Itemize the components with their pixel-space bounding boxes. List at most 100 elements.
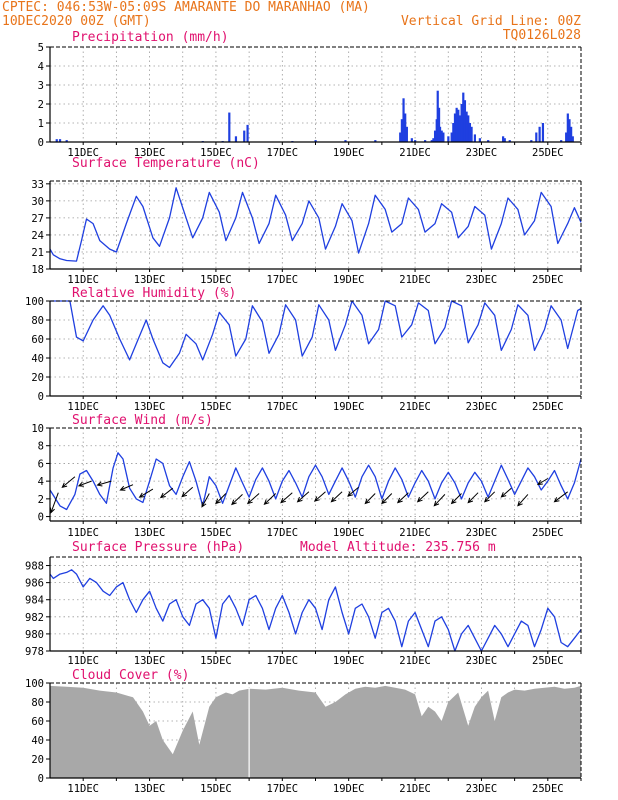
panel-title: Precipitation (mm/h) [72,30,229,45]
panel-pressure: 978 980 982 984 986 988 11DEC 13DEC 15DEC 17DEC 19… [25,540,582,667]
x-tick-label: 25DEC [532,147,564,159]
x-tick-label: 21DEC [399,527,431,539]
wind-arrow [119,484,134,491]
x-tick-label: 23DEC [466,401,498,413]
rh-series-line [50,300,582,369]
y-tick-label: 982 [25,612,44,624]
precip-bar [438,126,442,142]
panel-wind: 0 2 4 6 8 10 11DEC 13DEC 15DEC 17DEC 19DEC 21DEC 23D… [31,413,582,539]
wind-arrow [215,493,227,505]
x-tick-label: 25DEC [532,527,564,539]
x-tick-label: 11DEC [67,401,99,413]
y-tick-label: 21 [31,247,44,259]
y-tick-label: 0 [38,512,44,524]
panel-cloud: 0 20 40 60 80 100 11DEC 13DEC 15DEC 17DEC 19DEC 21D… [25,668,582,795]
x-tick-label: 21DEC [399,147,431,159]
precip-bar [487,140,490,142]
precip-bar [243,130,246,142]
x-tick-label: 19DEC [333,147,365,159]
model-altitude-label: Model Altitude: 235.756 m [300,540,496,555]
x-tick-label: 13DEC [134,527,166,539]
x-tick-label: 23DEC [466,527,498,539]
wind-arrow [553,491,568,503]
x-tick-label: 19DEC [333,527,365,539]
precip-bar [502,136,505,142]
precip-bar [458,115,462,142]
x-tick-label: 19DEC [333,274,365,286]
precip-bar [470,126,473,142]
x-tick-label: 13DEC [134,147,166,159]
wind-series-line [49,452,582,511]
precip-bar [58,139,62,142]
precip-bar [460,104,463,142]
wind-arrow [483,491,496,503]
precip-bar [424,140,427,142]
y-tick-label: 986 [25,578,44,590]
y-tick-label: 18 [31,264,44,276]
x-tick-label: 23DEC [466,274,498,286]
wind-arrow [96,480,112,487]
y-tick-label: 60 [31,334,44,346]
wind-arrow [330,491,343,503]
precip-bar [560,140,563,142]
x-tick-label: 19DEC [333,783,365,795]
precip-bar [344,140,347,142]
x-tick-label: 11DEC [67,783,99,795]
x-tick-label: 17DEC [267,274,299,286]
panel-title: Cloud Cover (%) [72,668,189,683]
wind-arrow [263,493,277,505]
cloud-cover-area [50,685,581,778]
wind-arrow [381,493,393,505]
x-tick-label: 19DEC [333,401,365,413]
precip-bar [455,107,458,142]
precip-bar [530,140,533,142]
wind-arrow [280,492,293,504]
x-tick-label: 23DEC [466,783,498,795]
y-tick-label: 80 [31,697,44,709]
x-tick-label: 13DEC [134,401,166,413]
wind-arrow [61,476,76,489]
wind-arrow [396,492,409,504]
y-tick-label: 1 [38,118,44,130]
x-tick-label: 25DEC [532,274,564,286]
wind-arrow [500,487,512,498]
precip-bar [450,132,453,142]
precip-bar [410,138,413,142]
y-tick-label: 6 [38,458,44,470]
x-tick-label: 11DEC [67,655,99,667]
y-tick-label: 2 [38,99,44,111]
y-tick-label: 978 [25,646,44,658]
x-tick-label: 17DEC [267,783,299,795]
precip-bar [436,90,439,142]
precip-bar [541,123,545,142]
precip-bar [400,119,403,142]
x-tick-label: 17DEC [267,655,299,667]
x-tick-label: 15DEC [200,783,232,795]
precip-bar [468,123,472,142]
y-tick-label: 984 [25,595,44,607]
panel-rh: 0 20 40 60 80 100 11DEC 13DEC 15DEC 17DEC 19DEC 21D… [25,286,582,413]
y-tick-label: 4 [38,476,44,488]
y-tick-label: 27 [31,213,44,225]
precip-bar [374,140,377,142]
precip-bar [234,136,238,142]
temp-series-line [49,187,582,262]
y-tick-label: 40 [31,353,44,365]
y-tick-label: 4 [38,61,44,73]
y-tick-label: 20 [31,372,44,384]
header-grid-note: Vertical Grid Line: 00Z [401,14,581,29]
wind-arrow [536,478,549,486]
wind-arrow [138,488,154,498]
precip-bar [447,136,450,142]
precip-bar [65,140,68,142]
wind-arrow [416,491,429,503]
x-tick-label: 17DEC [267,527,299,539]
precip-bar [314,140,317,142]
x-tick-label: 21DEC [399,274,431,286]
precip-bar [430,140,433,142]
x-tick-label: 25DEC [532,783,564,795]
x-tick-label: 17DEC [267,401,299,413]
x-tick-label: 15DEC [200,527,232,539]
precip-bar [462,92,465,142]
